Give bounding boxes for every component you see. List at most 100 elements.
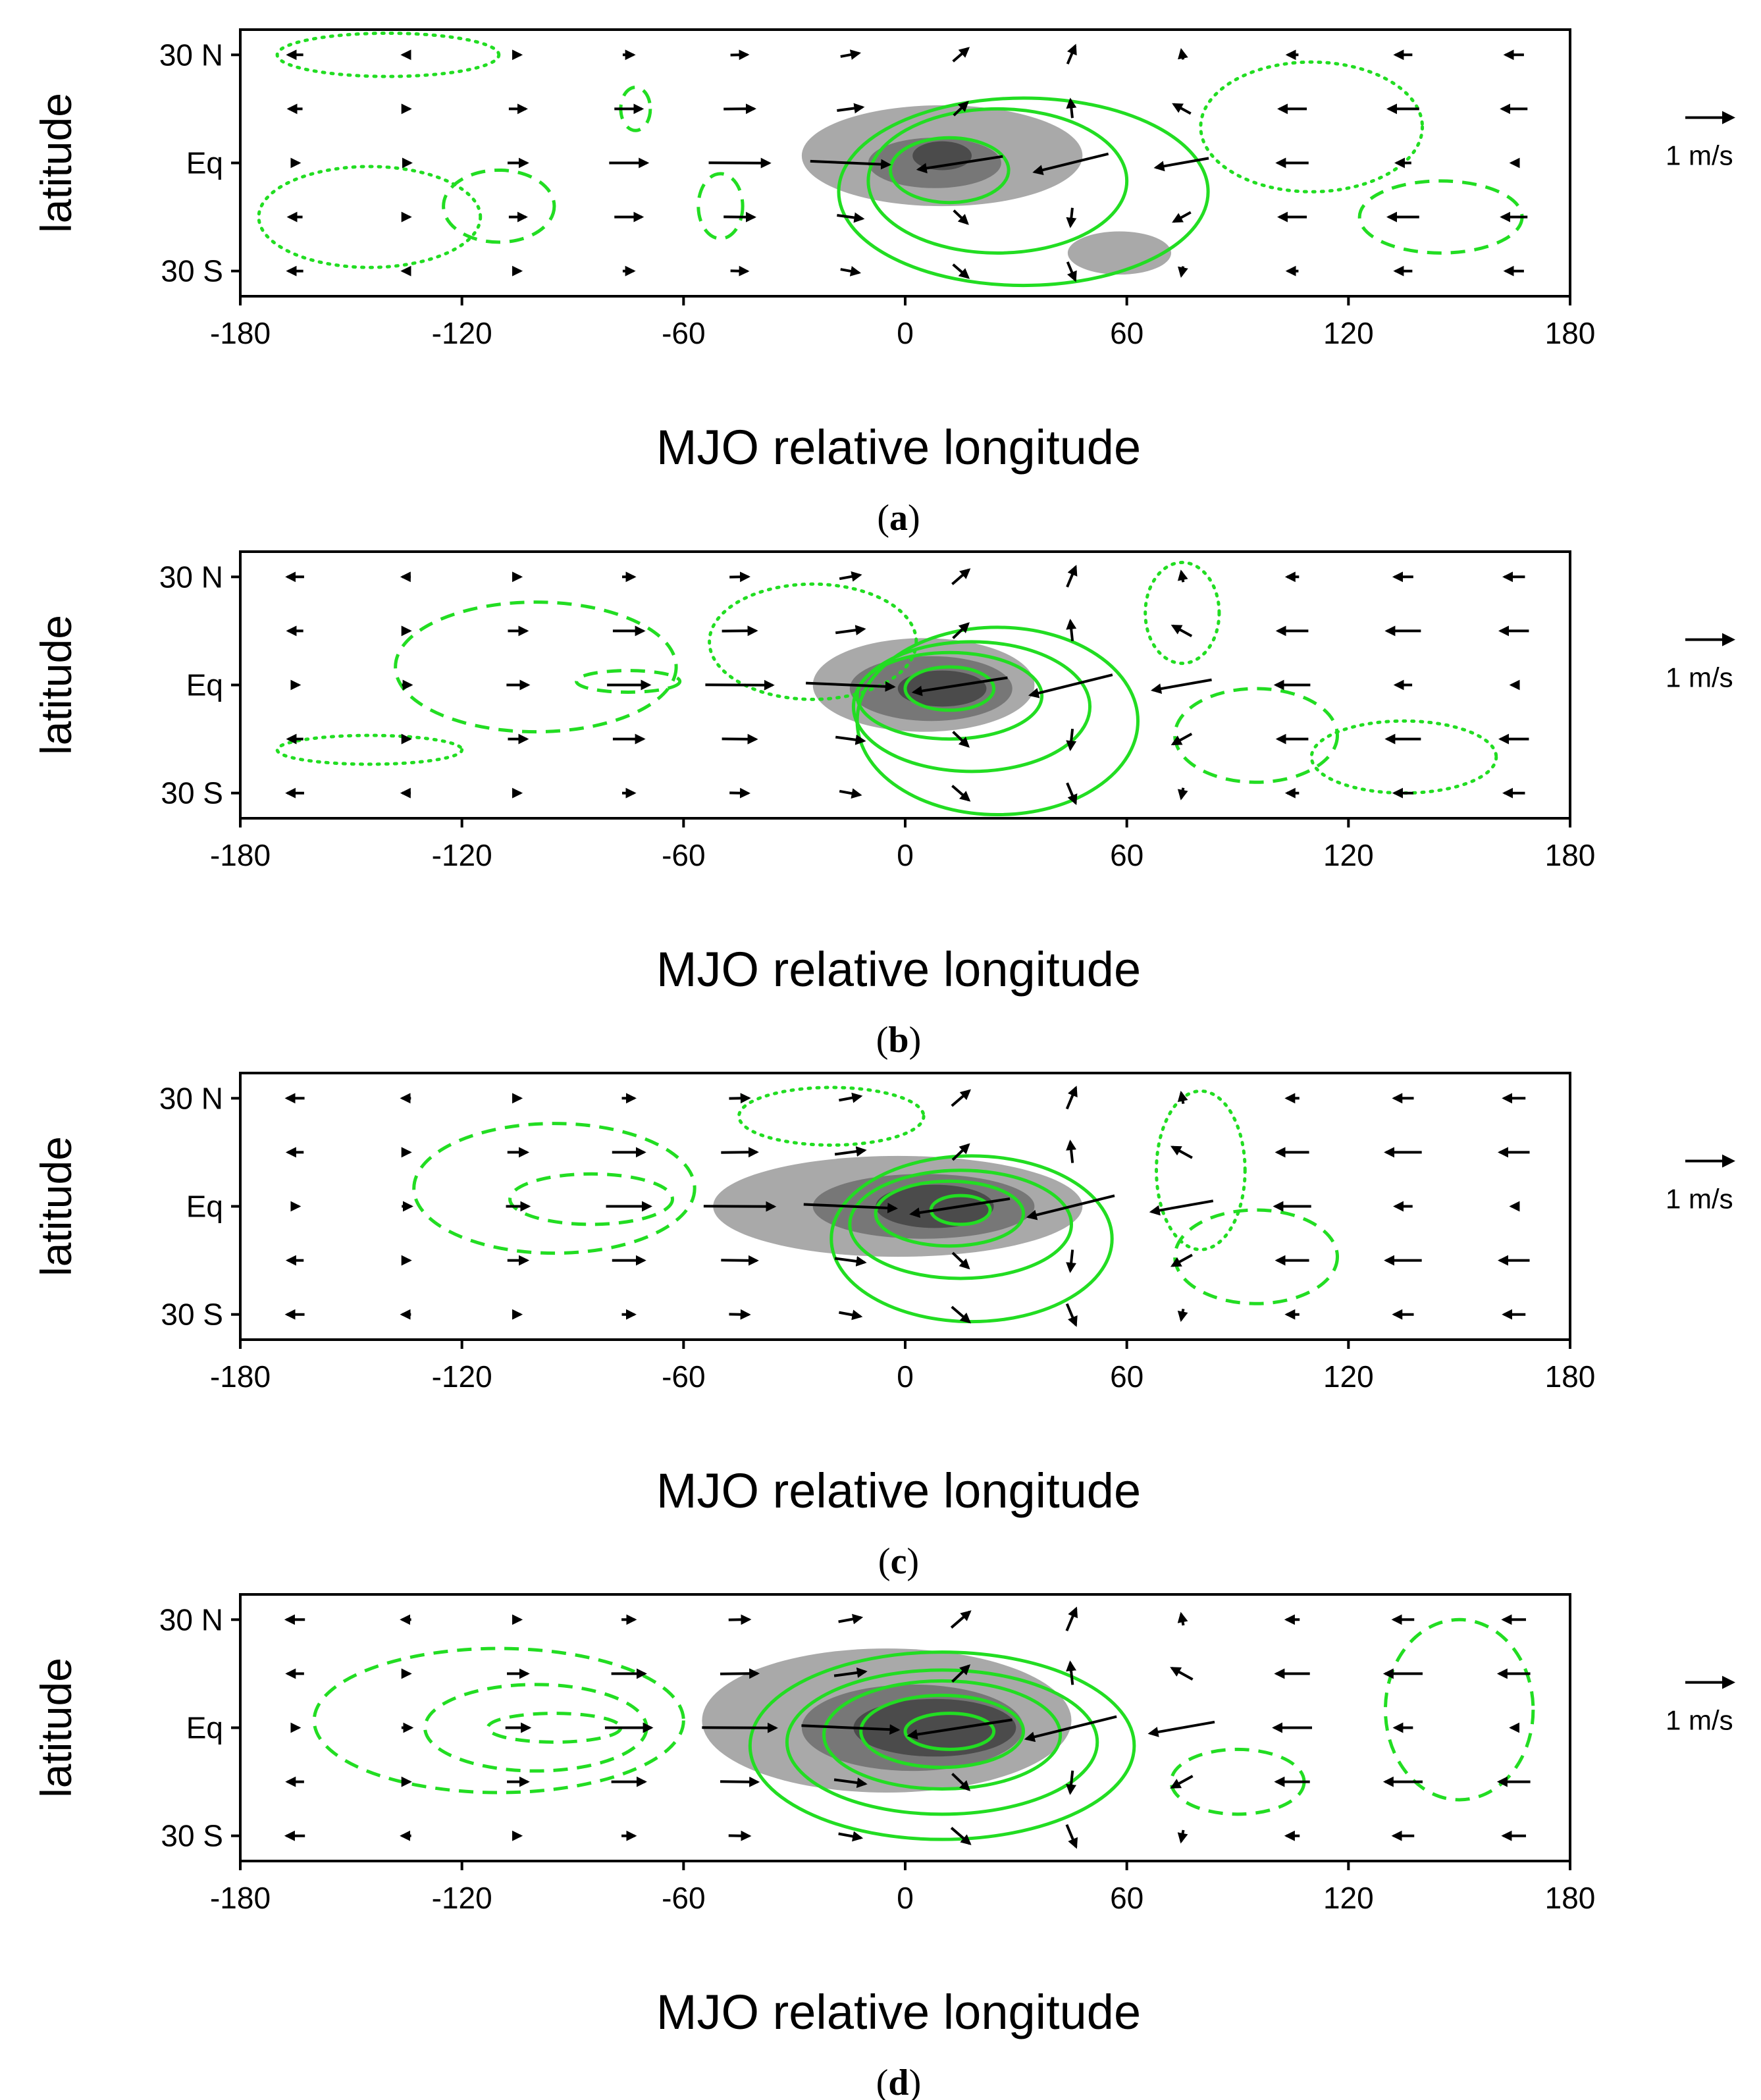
wind-vector xyxy=(1066,782,1078,806)
positive-contour xyxy=(785,1668,1099,1816)
wind-vector xyxy=(703,1201,777,1212)
shading-level-1 xyxy=(1067,231,1171,275)
x-tick-label: 120 xyxy=(1323,1359,1374,1394)
x-tick-label: 60 xyxy=(1110,316,1143,350)
wind-vector xyxy=(838,1831,864,1842)
x-tick-label: 180 xyxy=(1545,316,1596,350)
wind-vector xyxy=(1177,1829,1188,1844)
wind-vector xyxy=(1177,569,1188,583)
wind-vector xyxy=(1066,1770,1077,1795)
wind-vector xyxy=(951,1305,971,1324)
zero-contour xyxy=(737,1086,926,1147)
wind-vector xyxy=(839,1309,863,1321)
x-tick-label: 60 xyxy=(1110,838,1143,872)
panel-caption: (b) xyxy=(876,1020,921,1061)
wind-vector xyxy=(950,1610,972,1629)
positive-contour xyxy=(855,650,1044,741)
wind-vector xyxy=(1172,211,1192,223)
wind-vector xyxy=(728,1830,752,1841)
wind-vector xyxy=(702,1722,778,1733)
wind-vector xyxy=(806,681,896,692)
positive-contour xyxy=(859,1693,1026,1770)
negative-contour xyxy=(1383,1617,1535,1802)
x-axis-label: MJO relative longitude xyxy=(656,420,1141,475)
y-tick-label: Eq xyxy=(186,668,223,702)
x-tick-label: -60 xyxy=(662,316,705,350)
wind-vector xyxy=(728,1614,752,1625)
wind-vector xyxy=(951,1773,971,1791)
x-tick-label: 0 xyxy=(897,1359,914,1394)
wind-vector xyxy=(1150,678,1212,695)
negative-contour xyxy=(575,669,682,694)
wind-vector xyxy=(1170,1145,1193,1159)
reference-vector-label: 1 m/s xyxy=(1666,662,1733,693)
wind-vector xyxy=(729,1093,751,1104)
wind-vector xyxy=(721,1147,759,1158)
wind-vector xyxy=(1065,1606,1078,1632)
wind-vector xyxy=(953,209,969,225)
panel-b: -180 -120 -60 0 60 120 180 30 N Eq 30 S latitude MJ… xyxy=(32,550,1735,1061)
zero-contour xyxy=(1143,560,1221,666)
x-tick-label: 120 xyxy=(1323,1881,1374,1915)
wind-vector xyxy=(1066,207,1077,228)
positive-contour xyxy=(874,1179,1026,1248)
y-tick-label: 30 S xyxy=(161,1819,223,1853)
wind-vector xyxy=(1066,261,1077,282)
x-axis-label: MJO relative longitude xyxy=(656,1463,1141,1518)
zero-contour xyxy=(1199,60,1425,194)
plot-area-b xyxy=(275,560,1529,817)
zero-contour xyxy=(275,31,501,78)
positive-contour xyxy=(848,1168,1073,1280)
wind-vector xyxy=(1028,673,1113,698)
wind-vector xyxy=(1177,1090,1188,1104)
y-axis-label: latitude xyxy=(32,1658,80,1798)
wind-vector xyxy=(951,1143,970,1161)
wind-vector xyxy=(803,1203,899,1213)
wind-vector xyxy=(810,159,892,170)
wind-vector xyxy=(1032,152,1109,176)
zero-contour xyxy=(275,733,464,766)
wind-vector xyxy=(1024,1715,1117,1743)
plot-area-a xyxy=(257,31,1528,288)
wind-vector xyxy=(951,1664,971,1683)
x-tick-label: -180 xyxy=(210,1881,271,1915)
negative-contour xyxy=(1173,1208,1339,1305)
y-tick-label: Eq xyxy=(186,146,223,180)
negative-contour xyxy=(508,1172,674,1226)
positive-contour xyxy=(889,136,1011,205)
x-tick-label: 180 xyxy=(1545,838,1596,872)
wind-vector xyxy=(1178,266,1188,278)
x-axis-label: MJO relative longitude xyxy=(656,1985,1141,2039)
wind-vector xyxy=(951,1251,970,1270)
reference-vector-label: 1 m/s xyxy=(1666,1705,1733,1736)
x-tick-label: -60 xyxy=(662,1359,705,1394)
wind-vector xyxy=(950,1827,972,1845)
wind-vector xyxy=(951,785,971,802)
x-tick-label: 0 xyxy=(897,838,914,872)
panel-d: -180 -120 -60 0 60 120 180 30 N Eq 30 S latitude MJ… xyxy=(32,1593,1735,2100)
y-tick-label: 30 S xyxy=(161,776,223,810)
wind-vector xyxy=(907,1718,1012,1740)
wind-vector xyxy=(835,625,866,636)
y-tick-label: 30 N xyxy=(159,1081,223,1115)
x-tick-label: -120 xyxy=(432,316,492,350)
x-tick-label: -60 xyxy=(662,838,705,872)
wind-vector xyxy=(951,1089,971,1107)
wind-vector xyxy=(1170,1666,1194,1681)
x-tick-label: -120 xyxy=(432,1881,492,1915)
wind-vector xyxy=(720,1776,760,1787)
shading-level-3 xyxy=(853,1698,1016,1757)
wind-vector xyxy=(1066,1660,1077,1685)
wind-vector xyxy=(840,266,862,276)
positive-contour xyxy=(866,107,1129,255)
y-axis-label: latitude xyxy=(32,615,80,755)
wind-vector xyxy=(1177,1612,1188,1626)
negative-contour xyxy=(1173,687,1339,784)
negative-contour xyxy=(442,168,556,244)
negative-contour xyxy=(697,172,745,240)
positive-contour xyxy=(822,1679,1063,1791)
wind-vector xyxy=(837,212,865,223)
positive-contour xyxy=(903,1712,996,1751)
zero-contour xyxy=(257,165,483,269)
